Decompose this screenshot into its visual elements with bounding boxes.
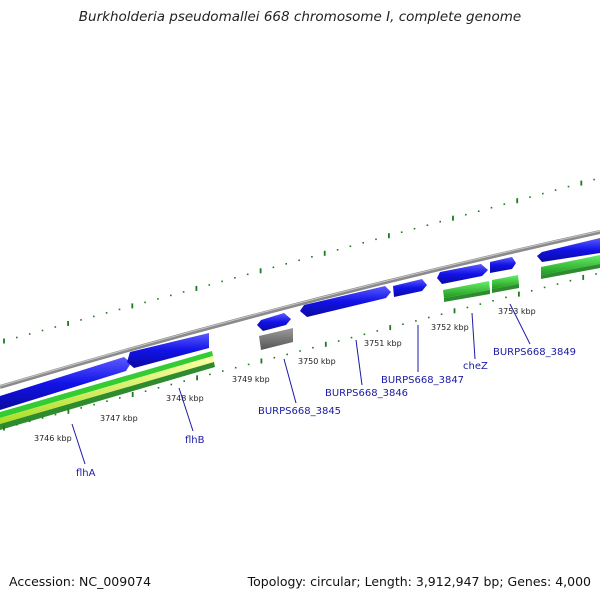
gene-band-green-left [0,351,213,418]
gene-3846-arrow [300,286,391,317]
gene-flhB-arrow [127,333,209,368]
gene-band-green-right [541,255,600,275]
scale-tick-3751: 3751 kbp [364,339,402,348]
gene-right-arrow [537,238,600,262]
gene-label-leaders [71,303,531,465]
gene-3845-arrow [257,313,291,331]
scale-tick-3748: 3748 kbp [166,394,204,403]
gene-label-3845[interactable]: BURPS668_3845 [258,406,341,417]
gene-cheZ-arrow [437,264,488,284]
scale-tick-3753: 3753 kbp [498,307,536,316]
footer: Accession: NC_009074 Topology: circular;… [0,574,600,592]
gene-band-darkgreen-right [541,264,600,279]
leader-flhB [178,387,194,432]
gene-labels: flhA flhB BURPS668_3845 BURPS668_3846 BU… [76,347,576,479]
chromosome-backbone-highlight [0,230,600,387]
gene-band-green-cheZ [443,281,490,298]
page-title: Burkholderia pseudomallei 668 chromosome… [78,9,522,25]
gene-band-darkgreen-left [0,362,215,430]
lower-tick-row [3,273,597,431]
chromosome-backbone [0,230,600,389]
leader-3846 [355,339,363,386]
scale-tick-3747: 3747 kbp [100,414,138,423]
gene-label-flhA[interactable]: flhA [76,468,96,479]
gene-label-cheZ[interactable]: cheZ [463,361,488,372]
gene-3847-arrow [393,279,427,297]
gene-label-3849[interactable]: BURPS668_3849 [493,347,576,358]
scale-tick-3750: 3750 kbp [298,357,336,366]
gene-label-flhB[interactable]: flhB [185,435,205,446]
gene-band-darkgreen-3849 [492,284,519,293]
scale-labels: 3746 kbp 3747 kbp 3748 kbp 3749 kbp 3750… [34,307,536,443]
scale-tick-3746: 3746 kbp [34,434,72,443]
gene-label-3846[interactable]: BURPS668_3846 [325,388,408,399]
gene-band-green-3849 [492,275,519,289]
leader-cheZ [471,312,476,360]
leader-3849 [509,303,531,345]
leader-flhA [71,423,86,465]
gene-3849-arrow [490,257,516,273]
accession-text: Accession: NC_009074 [9,574,152,589]
gene-band-yellowgreen-left [0,356,214,424]
genome-stats-text: Topology: circular; Length: 3,912,947 bp… [247,574,591,589]
upper-tick-row [3,178,595,344]
gene-label-3847[interactable]: BURPS668_3847 [381,375,464,386]
gene-band-darkgreen-cheZ [444,290,490,302]
scale-tick-3749: 3749 kbp [232,375,270,384]
leader-3845 [283,358,297,404]
gene-3845-gray-block [259,328,293,350]
scale-tick-3752: 3752 kbp [431,323,469,332]
gene-flhA-arrow [0,357,131,410]
